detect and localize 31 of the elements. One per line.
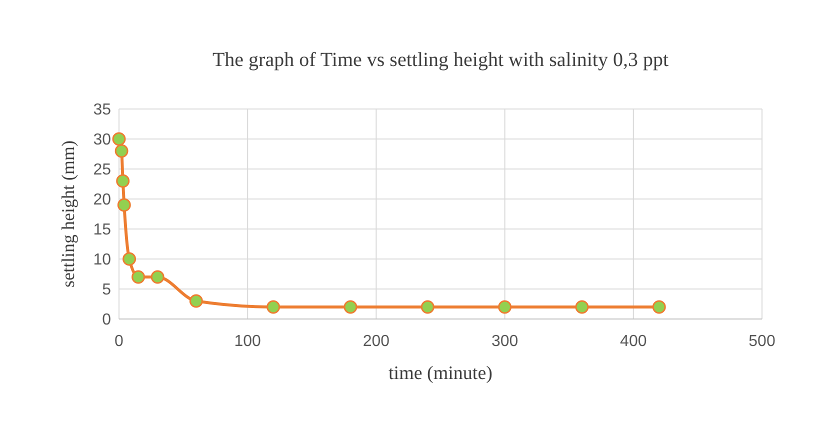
y-tick-label: 15 [93, 222, 112, 239]
y-tick-label: 5 [102, 282, 112, 299]
point [117, 198, 131, 212]
point [112, 132, 126, 146]
point [114, 144, 128, 158]
point [652, 300, 666, 314]
point [150, 270, 164, 284]
point [189, 294, 203, 308]
x-tick-label: 200 [362, 333, 390, 350]
x-tick-label: 100 [234, 333, 262, 350]
y-tick-label: 10 [93, 252, 112, 269]
point [116, 174, 130, 188]
y-tick-label: 25 [93, 162, 112, 179]
y-tick-label: 30 [93, 132, 112, 149]
point [344, 300, 358, 314]
point [266, 300, 280, 314]
point [575, 300, 589, 314]
x-tick-label: 300 [491, 333, 518, 350]
x-axis-title: time (minute) [388, 363, 492, 384]
y-axis-title: settling height (mm) [58, 140, 78, 288]
x-tick-label: 500 [748, 333, 776, 350]
point [132, 270, 146, 284]
y-tick-label: 0 [102, 312, 112, 329]
point [498, 300, 512, 314]
point [122, 252, 136, 266]
y-tick-label: 35 [93, 102, 112, 119]
y-tick-label: 20 [93, 192, 112, 209]
chart-title: The graph of Time vs settling height with salinity 0,3 ppt [212, 49, 669, 71]
x-tick-label: 400 [620, 333, 647, 350]
point [420, 300, 434, 314]
x-tick-label: 0 [114, 333, 124, 350]
